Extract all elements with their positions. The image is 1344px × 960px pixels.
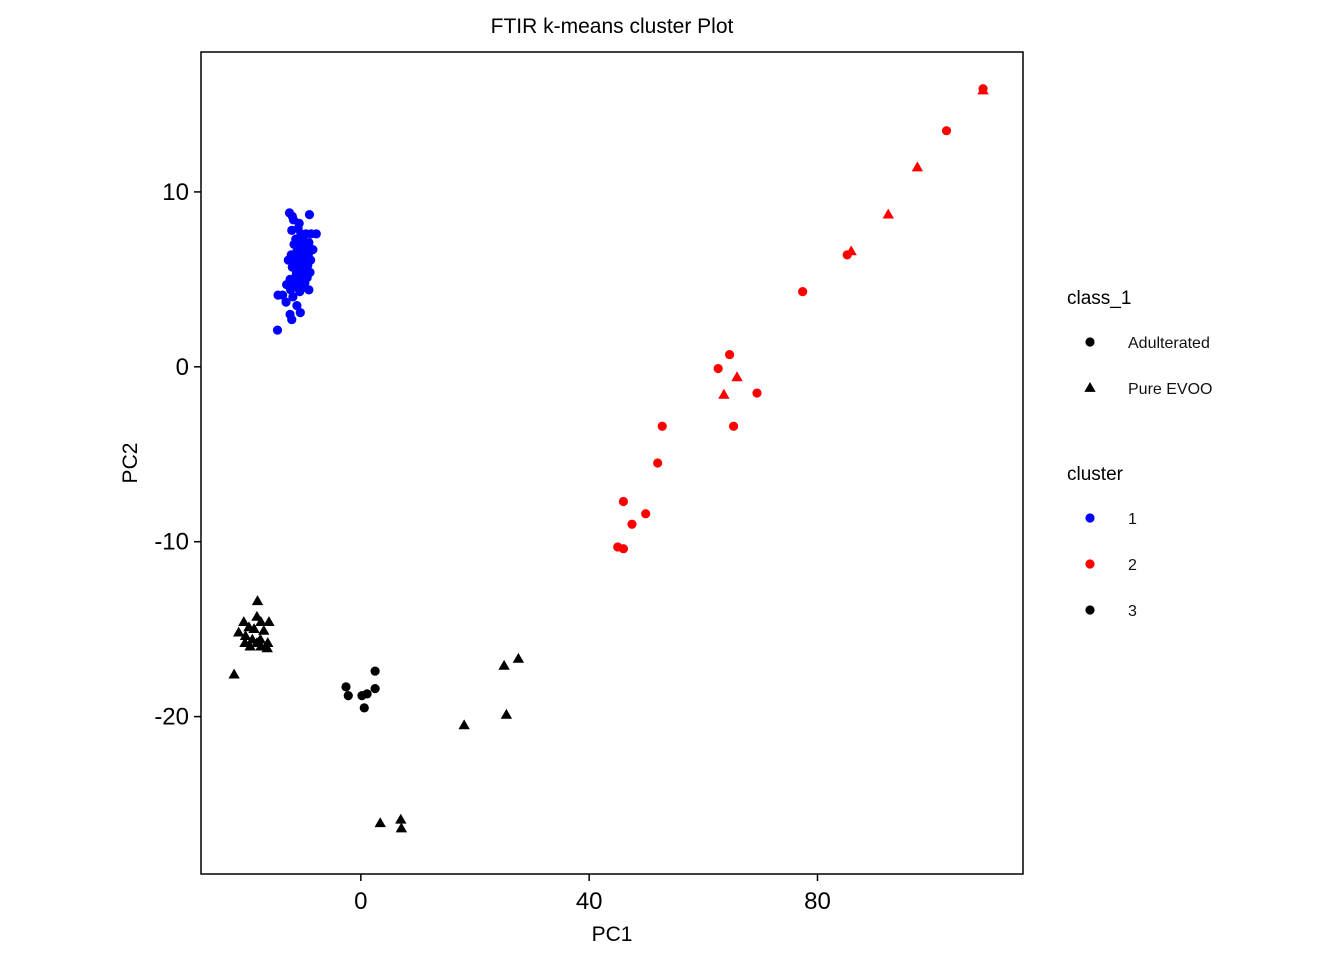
data-point xyxy=(357,691,367,701)
data-point xyxy=(941,126,952,136)
data-point xyxy=(281,297,291,307)
y-tick-label: -20 xyxy=(154,704,189,731)
legend-label: 3 xyxy=(1128,603,1137,620)
data-point xyxy=(370,666,380,676)
legend-label: 2 xyxy=(1128,557,1137,574)
x-axis-title: PC1 xyxy=(592,923,633,946)
legend-label: 1 xyxy=(1128,511,1137,528)
data-point xyxy=(232,626,245,637)
data-point xyxy=(458,719,470,730)
y-axis-title: PC2 xyxy=(119,443,142,484)
series-cluster-3-adulterated xyxy=(341,666,380,713)
data-point xyxy=(292,300,302,311)
data-point xyxy=(239,637,251,648)
plot-area xyxy=(200,51,1024,875)
data-point xyxy=(286,285,296,295)
data-point xyxy=(258,624,270,635)
data-point xyxy=(255,640,267,651)
data-point xyxy=(395,822,408,833)
y-tick-label: 10 xyxy=(162,179,189,206)
y-tick-label: -10 xyxy=(154,529,189,556)
data-point xyxy=(657,421,667,431)
x-tick-label: 0 xyxy=(354,888,367,915)
data-point xyxy=(845,245,857,256)
data-point xyxy=(244,640,256,651)
data-point xyxy=(718,388,730,399)
data-point xyxy=(273,290,283,300)
plot-panel xyxy=(200,51,1024,875)
data-point xyxy=(272,325,283,335)
data-point xyxy=(341,682,351,692)
data-point xyxy=(618,496,629,507)
legend-title: cluster xyxy=(1067,464,1124,485)
chart-title: FTIR k-means cluster Plot xyxy=(491,15,734,38)
x-tick-label: 80 xyxy=(804,888,831,915)
axes: 0 40 80 -20 -10 0 10 xyxy=(154,179,831,915)
legend-key xyxy=(1085,513,1095,523)
data-point xyxy=(627,519,637,529)
series-cluster-2-pure-evoo xyxy=(718,84,989,399)
data-point xyxy=(653,458,663,468)
data-point xyxy=(287,225,297,235)
data-point xyxy=(882,208,894,219)
data-point xyxy=(724,349,735,360)
legend-key xyxy=(1085,559,1095,569)
data-point xyxy=(977,84,989,95)
data-point xyxy=(295,307,305,318)
data-point xyxy=(228,668,240,679)
data-point xyxy=(343,691,353,701)
data-point xyxy=(911,161,924,172)
data-point xyxy=(261,642,273,653)
data-point xyxy=(295,287,305,297)
data-point xyxy=(262,637,274,648)
x-tick-label: 40 xyxy=(576,888,603,915)
data-point xyxy=(304,285,314,295)
data-point xyxy=(713,363,723,374)
series-cluster-2-adulterated xyxy=(613,84,988,554)
legend-label: Pure EVOO xyxy=(1128,381,1212,398)
data-point xyxy=(251,595,264,606)
series-cluster-1-adulterated xyxy=(272,208,321,335)
data-point xyxy=(512,652,525,663)
y-tick-label: 0 xyxy=(176,354,189,381)
legend-label: Adulterated xyxy=(1128,335,1210,352)
data-point xyxy=(263,616,275,627)
data-point xyxy=(752,388,762,398)
data-point xyxy=(287,314,297,325)
series-cluster-3-pure-evoo xyxy=(228,595,525,833)
data-point xyxy=(728,421,739,431)
data-point xyxy=(498,659,510,670)
data-point xyxy=(288,292,298,302)
data-point xyxy=(311,229,321,239)
legend: class_1 Adulterated Pure EVOO cluster 1 2 3 xyxy=(1067,288,1212,620)
data-point xyxy=(370,684,380,694)
data-point xyxy=(239,630,252,641)
data-point xyxy=(731,371,743,382)
data-point xyxy=(500,708,513,719)
data-point xyxy=(374,817,386,828)
data-point xyxy=(304,210,315,220)
data-point xyxy=(618,544,629,554)
legend-title: class_1 xyxy=(1067,288,1131,309)
data-point xyxy=(395,813,407,824)
data-point xyxy=(255,616,267,627)
data-point xyxy=(798,287,808,297)
data-point xyxy=(238,616,250,627)
data-point xyxy=(641,509,651,519)
legend-key xyxy=(1085,605,1095,615)
legend-key xyxy=(1085,337,1095,347)
data-point xyxy=(359,703,369,713)
data-point xyxy=(248,623,260,634)
legend-key xyxy=(1084,382,1096,392)
